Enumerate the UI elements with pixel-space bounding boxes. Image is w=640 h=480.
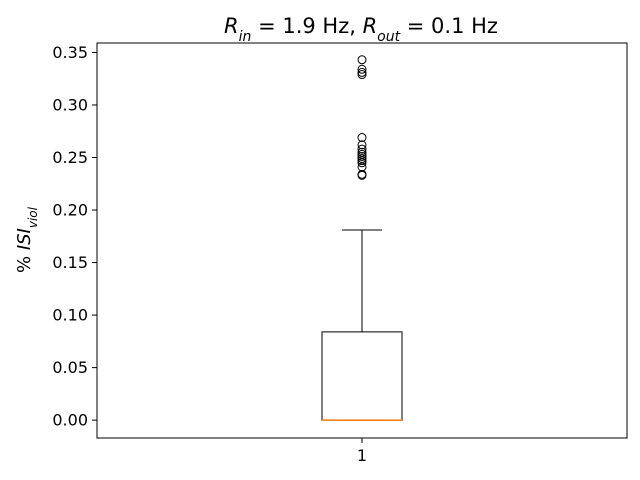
- y-tick-label: 0.20: [52, 201, 88, 220]
- outlier-point: [357, 144, 367, 154]
- y-tick-label: 0.00: [52, 411, 88, 430]
- outlier-point: [357, 140, 367, 150]
- y-tick-label: 0.10: [52, 306, 88, 325]
- outlier-point: [357, 149, 367, 159]
- outlier-point: [357, 64, 367, 74]
- outlier-point: [357, 147, 367, 157]
- y-tick-label: 0.25: [52, 148, 88, 167]
- x-tick-label: 1: [357, 446, 367, 465]
- plot-area: 0.00 0.05 0.10 0.15 0.20 0.25 0.30 0.35 1: [52, 43, 403, 465]
- outlier-point: [357, 169, 367, 179]
- outlier-point: [357, 67, 367, 77]
- y-tick-label: 0.30: [52, 95, 88, 114]
- outlier-point: [357, 154, 367, 164]
- y-axis-label: % ISIviol: [14, 206, 40, 273]
- outlier-point: [357, 55, 367, 65]
- chart-title: Rin = 1.9 Hz, Rout = 0.1 Hz: [224, 14, 498, 45]
- y-tick-label: 0.35: [52, 43, 88, 62]
- outlier-point: [357, 70, 367, 80]
- y-tick-label: 0.15: [52, 253, 88, 272]
- outlier-point: [357, 151, 367, 161]
- outlier-point: [357, 133, 367, 143]
- y-tick-label: 0.05: [52, 358, 88, 377]
- axes-frame: [96, 42, 628, 439]
